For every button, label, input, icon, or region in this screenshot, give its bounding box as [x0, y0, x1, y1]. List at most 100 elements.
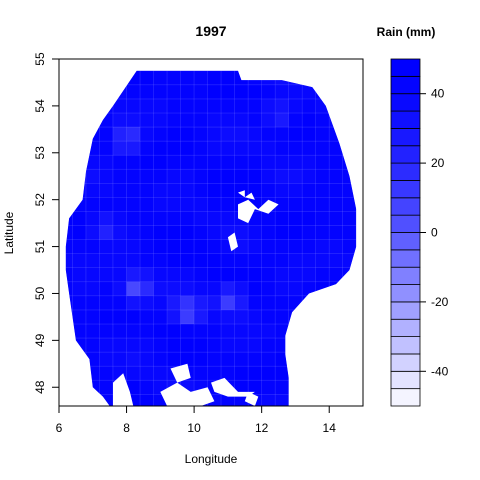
rain-cell [342, 365, 357, 381]
rain-cell [220, 112, 235, 128]
rain-cell [247, 351, 262, 367]
rain-cell [85, 337, 100, 353]
rain-cell [153, 267, 168, 283]
rain-cell [261, 183, 276, 198]
rain-cell [126, 183, 141, 198]
legend-swatch [390, 180, 421, 199]
rain-cell [153, 84, 168, 100]
rain-cell [72, 281, 87, 297]
rain-cell [261, 98, 276, 114]
rain-cell [342, 309, 357, 325]
rain-cell [328, 225, 344, 240]
rain-cell [166, 197, 181, 212]
rain-cell [261, 70, 276, 86]
rain-cell [139, 253, 154, 269]
rain-cell [261, 309, 276, 325]
rain-cell [234, 337, 249, 353]
legend-swatch [390, 318, 421, 338]
rain-cell [65, 197, 73, 212]
rain-cell [301, 267, 317, 283]
rain-cell [180, 140, 195, 156]
rain-cell [261, 154, 276, 170]
rain-cell [180, 211, 195, 226]
rain-cell [126, 239, 141, 254]
rain-cell [342, 168, 357, 184]
rain-cell [207, 168, 222, 184]
rain-cell [288, 154, 303, 170]
rain-cell [328, 84, 344, 100]
rain-cell [288, 126, 303, 142]
rain-cell [247, 253, 262, 269]
legend-swatch [390, 232, 421, 251]
rain-cell [234, 365, 249, 381]
rain-cell [65, 225, 73, 240]
rain-cell [328, 351, 344, 367]
rain-cell [99, 84, 114, 100]
rain-field [65, 70, 357, 406]
y-tick-label: 54 [33, 99, 47, 113]
rain-cell [72, 351, 87, 367]
rain-cell [301, 379, 317, 395]
rain-cell [153, 70, 168, 86]
rain-cell [193, 70, 208, 86]
rain-cell [193, 337, 208, 353]
rain-cell [139, 84, 154, 100]
rain-cell [72, 323, 87, 339]
rain-cell [126, 154, 141, 170]
rain-cell [72, 70, 87, 86]
rain-cell [261, 84, 276, 100]
rain-cell [207, 365, 222, 381]
rain-cell [153, 98, 168, 114]
rain-cell [126, 323, 141, 339]
rain-cell [234, 112, 249, 128]
rain-cell [126, 197, 141, 212]
rain-cell [207, 70, 222, 86]
rain-cell [247, 281, 262, 297]
rain-cell [315, 197, 330, 212]
legend-swatch [390, 127, 421, 147]
rain-cell [342, 267, 357, 283]
y-tick-label: 52 [33, 193, 47, 207]
rain-cell [112, 239, 127, 254]
rain-cell [99, 183, 114, 198]
y-tick-label: 50 [33, 286, 47, 300]
rain-cell [65, 351, 73, 367]
rain-cell [166, 183, 181, 198]
rain-cell [139, 168, 154, 184]
y-tick-label: 48 [33, 380, 47, 394]
rain-cell [288, 70, 303, 86]
rain-cell [193, 323, 208, 339]
rain-cell [65, 126, 73, 142]
rain-cell [274, 295, 290, 311]
rain-cell [342, 183, 357, 198]
rain-cell [166, 168, 181, 184]
rain-cell [261, 253, 276, 269]
rain-cell [180, 253, 195, 269]
rain-cell [193, 309, 208, 325]
rain-cell [261, 112, 276, 128]
rain-cell [301, 140, 317, 156]
rain-cell [220, 211, 235, 226]
rain-cell [247, 154, 262, 170]
rain-cell [180, 70, 195, 86]
rain-cell [72, 183, 87, 198]
rain-cell [139, 70, 154, 86]
rain-cell [301, 183, 317, 198]
rain-cell [153, 309, 168, 325]
rain-cell [99, 309, 114, 325]
rain-cell [274, 211, 290, 226]
rain-cell [85, 351, 100, 367]
rain-cell [220, 337, 235, 353]
rain-cell [112, 126, 127, 142]
rain-cell [153, 225, 168, 240]
rain-cell [85, 197, 100, 212]
no-data-gap [113, 373, 134, 406]
rain-cell [72, 140, 87, 156]
rain-cell [234, 84, 249, 100]
rain-cell [72, 225, 87, 240]
rain-cell [342, 323, 357, 339]
rain-cell [166, 84, 181, 100]
rain-cell [288, 211, 303, 226]
rain-cell [85, 365, 100, 381]
chart-title: 1997 [195, 23, 226, 39]
